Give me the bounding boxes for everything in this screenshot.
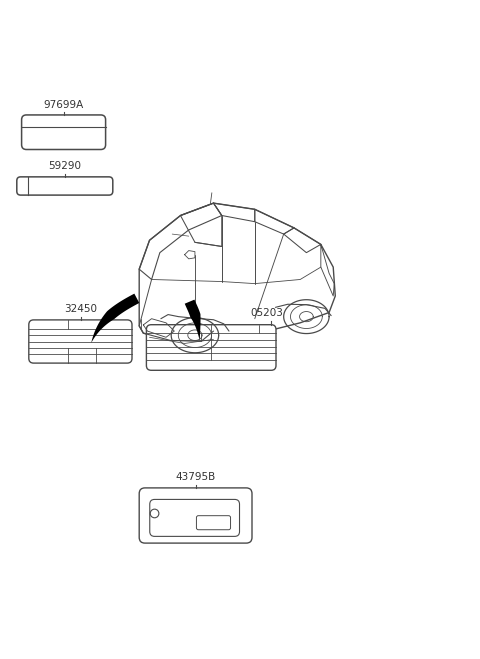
Text: 05203: 05203 (250, 308, 283, 318)
Text: 97699A: 97699A (44, 100, 84, 109)
FancyBboxPatch shape (17, 177, 113, 195)
Text: 32450: 32450 (64, 304, 97, 314)
Text: 59290: 59290 (48, 161, 81, 171)
Text: 43795B: 43795B (176, 472, 216, 482)
Polygon shape (91, 294, 139, 343)
FancyBboxPatch shape (29, 320, 132, 363)
FancyBboxPatch shape (150, 500, 240, 536)
FancyBboxPatch shape (146, 325, 276, 370)
FancyBboxPatch shape (22, 115, 106, 150)
FancyBboxPatch shape (196, 516, 230, 530)
Polygon shape (185, 300, 201, 341)
FancyBboxPatch shape (139, 488, 252, 543)
Polygon shape (139, 203, 335, 341)
